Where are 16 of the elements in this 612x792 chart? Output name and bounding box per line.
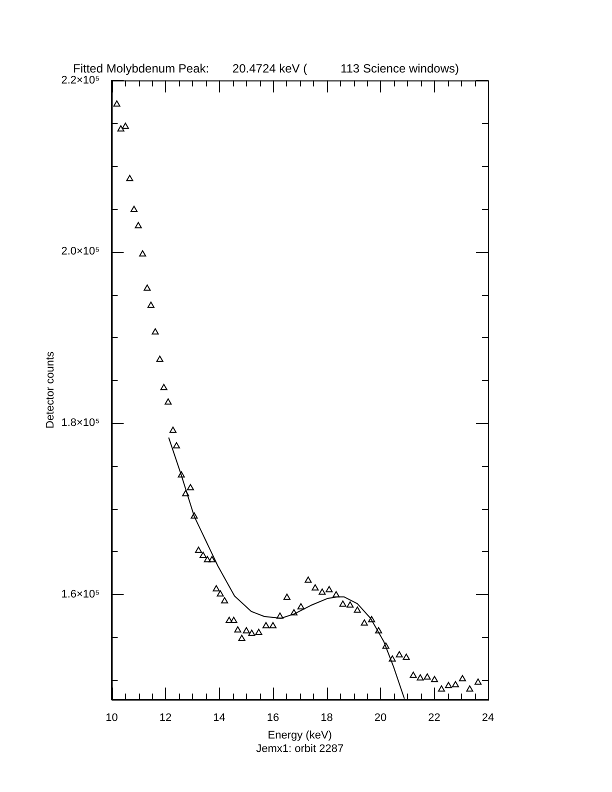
x-tick-label: 10	[106, 712, 118, 724]
x-tick-label: 24	[482, 712, 494, 724]
x-tick-label: 22	[428, 712, 440, 724]
x-tick-label: 16	[266, 712, 280, 724]
y-tick-label: 2.2×10⁵	[61, 74, 100, 86]
x-tick-label: 14	[213, 712, 226, 724]
x-tick-label: 20	[374, 712, 387, 724]
x-axis-title: Energy (keV)	[268, 729, 332, 742]
y-axis-title: Detector counts	[44, 350, 57, 429]
x-tick-label: 12	[159, 712, 172, 724]
x-tick-label: 18	[320, 712, 333, 724]
chart-title: Fitted Molybdenum Peak: 20.4724 keV ( 113 Science windows)	[73, 62, 459, 76]
text: Jemx1: orbit 2287	[256, 743, 344, 756]
y-tick-label: 1.8×10⁵	[61, 417, 100, 430]
y-tick-label: 2.0×10⁵	[61, 246, 100, 258]
y-tick-label: 1.6×10⁵	[61, 588, 100, 600]
